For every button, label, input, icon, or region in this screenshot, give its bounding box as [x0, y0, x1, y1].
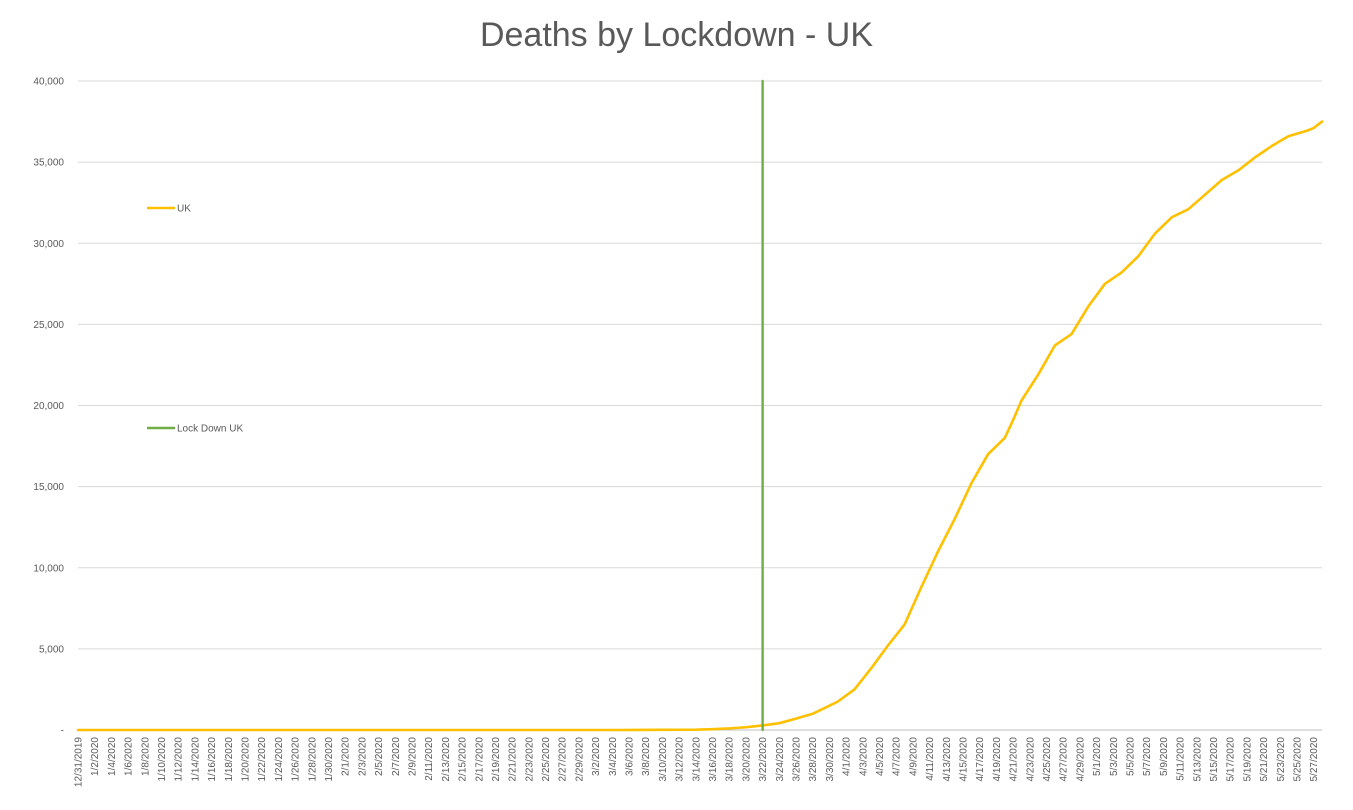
x-tick-label: 1/8/2020	[140, 737, 151, 776]
x-tick-label: 1/16/2020	[207, 737, 218, 782]
x-tick-label: 3/2/2020	[591, 737, 602, 776]
x-tick-label: 2/9/2020	[407, 737, 418, 776]
x-tick-label: 3/16/2020	[708, 737, 719, 782]
y-tick-label: 30,000	[33, 239, 64, 250]
y-tick-label: 40,000	[33, 77, 64, 88]
x-tick-label: 4/13/2020	[942, 737, 953, 782]
x-tick-label: 5/17/2020	[1226, 737, 1237, 782]
x-tick-label: 2/23/2020	[524, 737, 535, 782]
x-tick-label: 2/19/2020	[491, 737, 502, 782]
x-tick-label: 3/18/2020	[725, 737, 736, 782]
y-tick-label: 10,000	[33, 563, 64, 574]
x-tick-label: 5/1/2020	[1092, 737, 1103, 776]
x-tick-label: 2/1/2020	[341, 737, 352, 776]
x-tick-label: 5/23/2020	[1276, 737, 1287, 782]
y-tick-label: 5,000	[39, 644, 64, 655]
x-tick-label: 3/20/2020	[741, 737, 752, 782]
x-tick-label: 5/5/2020	[1125, 737, 1136, 776]
x-tick-label: 1/24/2020	[274, 737, 285, 782]
x-tick-label: 5/13/2020	[1192, 737, 1203, 782]
x-tick-label: 4/25/2020	[1042, 737, 1053, 782]
x-tick-label: 3/10/2020	[658, 737, 669, 782]
x-tick-label: 4/19/2020	[992, 737, 1003, 782]
x-tick-label: 1/18/2020	[224, 737, 235, 782]
x-tick-label: 5/21/2020	[1259, 737, 1270, 782]
x-tick-label: 5/25/2020	[1292, 737, 1303, 782]
x-tick-label: 5/19/2020	[1242, 737, 1253, 782]
x-tick-label: 3/12/2020	[675, 737, 686, 782]
x-tick-label: 1/30/2020	[324, 737, 335, 782]
x-tick-label: 1/14/2020	[190, 737, 201, 782]
x-tick-label: 1/6/2020	[124, 737, 135, 776]
x-tick-label: 2/3/2020	[357, 737, 368, 776]
x-tick-label: 4/23/2020	[1025, 737, 1036, 782]
y-tick-label: -	[61, 726, 64, 737]
x-tick-label: 4/29/2020	[1075, 737, 1086, 782]
x-tick-label: 12/31/2019	[74, 737, 85, 787]
x-tick-label: 2/17/2020	[474, 737, 485, 782]
x-tick-label: 3/24/2020	[775, 737, 786, 782]
y-tick-label: 35,000	[33, 158, 64, 169]
x-tick-label: 4/11/2020	[925, 737, 936, 781]
x-tick-label: 5/7/2020	[1142, 737, 1153, 776]
x-tick-label: 4/7/2020	[892, 737, 903, 776]
x-tick-label: 5/27/2020	[1309, 737, 1320, 782]
x-tick-label: 3/30/2020	[825, 737, 836, 782]
x-tick-label: 4/21/2020	[1009, 737, 1020, 782]
x-tick-label: 2/29/2020	[574, 737, 585, 782]
x-tick-label: 2/25/2020	[541, 737, 552, 782]
x-tick-label: 1/4/2020	[107, 737, 118, 776]
x-tick-label: 1/22/2020	[257, 737, 268, 782]
x-tick-label: 5/11/2020	[1176, 737, 1187, 781]
x-tick-label: 1/10/2020	[157, 737, 168, 782]
x-tick-label: 2/5/2020	[374, 737, 385, 776]
x-tick-label: 4/5/2020	[875, 737, 886, 776]
x-tick-label: 2/27/2020	[558, 737, 569, 782]
x-tick-label: 2/15/2020	[458, 737, 469, 782]
x-tick-label: 1/12/2020	[174, 737, 185, 782]
x-tick-label: 4/27/2020	[1059, 737, 1070, 782]
x-tick-label: 3/28/2020	[808, 737, 819, 782]
y-tick-label: 20,000	[33, 401, 64, 412]
x-tick-label: 2/11/2020	[424, 737, 435, 781]
x-tick-label: 1/20/2020	[240, 737, 251, 782]
x-tick-label: 5/15/2020	[1209, 737, 1220, 782]
x-tick-label: 3/6/2020	[625, 737, 636, 776]
uk-deaths-line	[76, 120, 1324, 732]
x-tick-label: 4/15/2020	[958, 737, 969, 782]
x-tick-label: 4/3/2020	[858, 737, 869, 776]
legend-label: UK	[177, 204, 191, 215]
x-tick-label: 4/1/2020	[842, 737, 853, 776]
y-tick-label: 25,000	[33, 320, 64, 331]
x-tick-label: 5/3/2020	[1109, 737, 1120, 776]
x-tick-label: 3/26/2020	[792, 737, 803, 782]
x-tick-label: 3/8/2020	[641, 737, 652, 776]
x-tick-label: 1/2/2020	[90, 737, 101, 776]
x-tick-label: 1/28/2020	[307, 737, 318, 782]
x-tick-label: 3/14/2020	[691, 737, 702, 782]
x-tick-label: 2/21/2020	[508, 737, 519, 782]
x-tick-label: 3/4/2020	[608, 737, 619, 776]
legend-label: Lock Down UK	[177, 424, 243, 435]
chart-title: Deaths by Lockdown - UK	[479, 16, 874, 54]
x-tick-label: 2/13/2020	[441, 737, 452, 782]
x-tick-label: 4/9/2020	[908, 737, 919, 776]
y-tick-label: 15,000	[33, 482, 64, 493]
x-tick-label: 3/22/2020	[758, 737, 769, 782]
x-tick-label: 4/17/2020	[975, 737, 986, 782]
x-tick-label: 5/9/2020	[1159, 737, 1170, 776]
x-tick-label: 2/7/2020	[391, 737, 402, 776]
x-tick-label: 1/26/2020	[291, 737, 302, 782]
